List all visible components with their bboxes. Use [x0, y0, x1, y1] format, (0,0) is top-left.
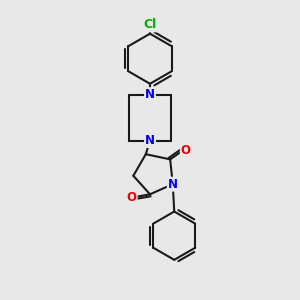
- Text: Cl: Cl: [143, 18, 157, 32]
- Text: O: O: [127, 191, 137, 204]
- Text: O: O: [181, 144, 191, 157]
- Text: N: N: [168, 178, 178, 191]
- Text: N: N: [145, 88, 155, 101]
- Text: N: N: [145, 134, 155, 147]
